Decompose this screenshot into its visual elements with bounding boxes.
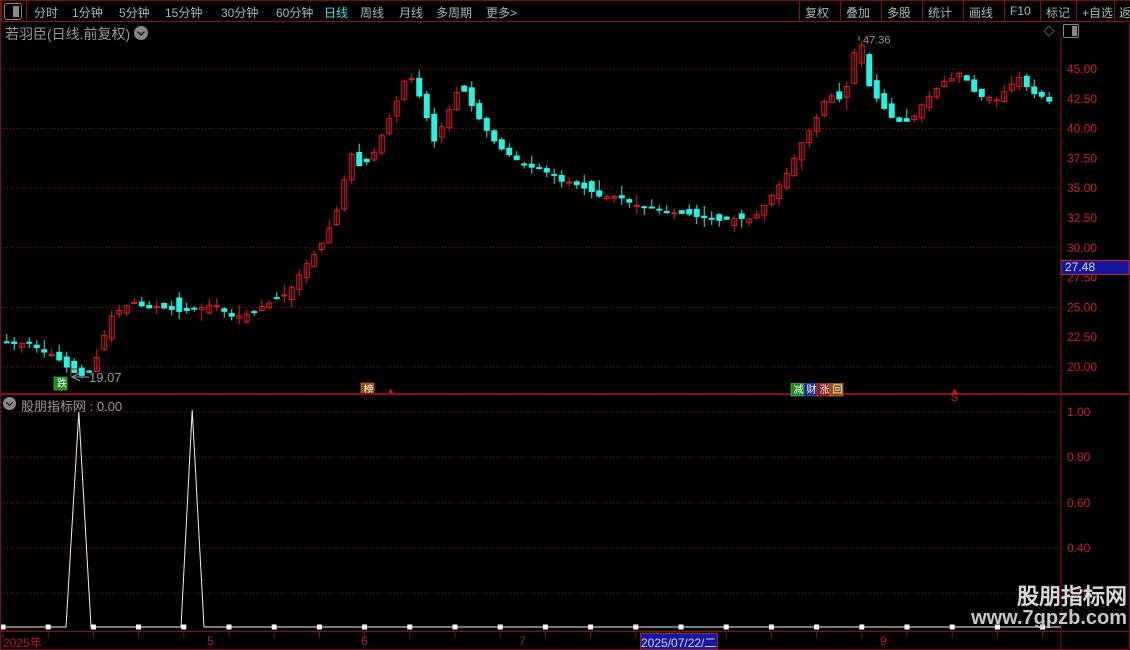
svg-text:0.40: 0.40 [1067,541,1091,555]
svg-text:37.50: 37.50 [1067,151,1097,165]
svg-text:25.00: 25.00 [1067,300,1097,314]
svg-text:47.36: 47.36 [863,36,891,47]
svg-text:40.00: 40.00 [1067,122,1097,136]
svg-text:30.00: 30.00 [1067,241,1097,255]
svg-text:0.80: 0.80 [1067,450,1091,464]
svg-text:35.00: 35.00 [1067,181,1097,195]
svg-text:S: S [387,392,394,393]
svg-text:20.00: 20.00 [1067,360,1097,374]
svg-text:跌: 跌 [57,377,67,390]
svg-text:32.50: 32.50 [1067,211,1097,225]
svg-text:0.60: 0.60 [1067,496,1091,510]
svg-text:22.50: 22.50 [1067,330,1097,344]
svg-text:19.07: 19.07 [89,370,122,385]
svg-text:27.48: 27.48 [1065,260,1095,274]
svg-text:45.00: 45.00 [1067,62,1097,76]
svg-text:榜: 榜 [364,383,374,393]
svg-text:42.50: 42.50 [1067,92,1097,106]
svg-text:1.00: 1.00 [1067,405,1091,419]
